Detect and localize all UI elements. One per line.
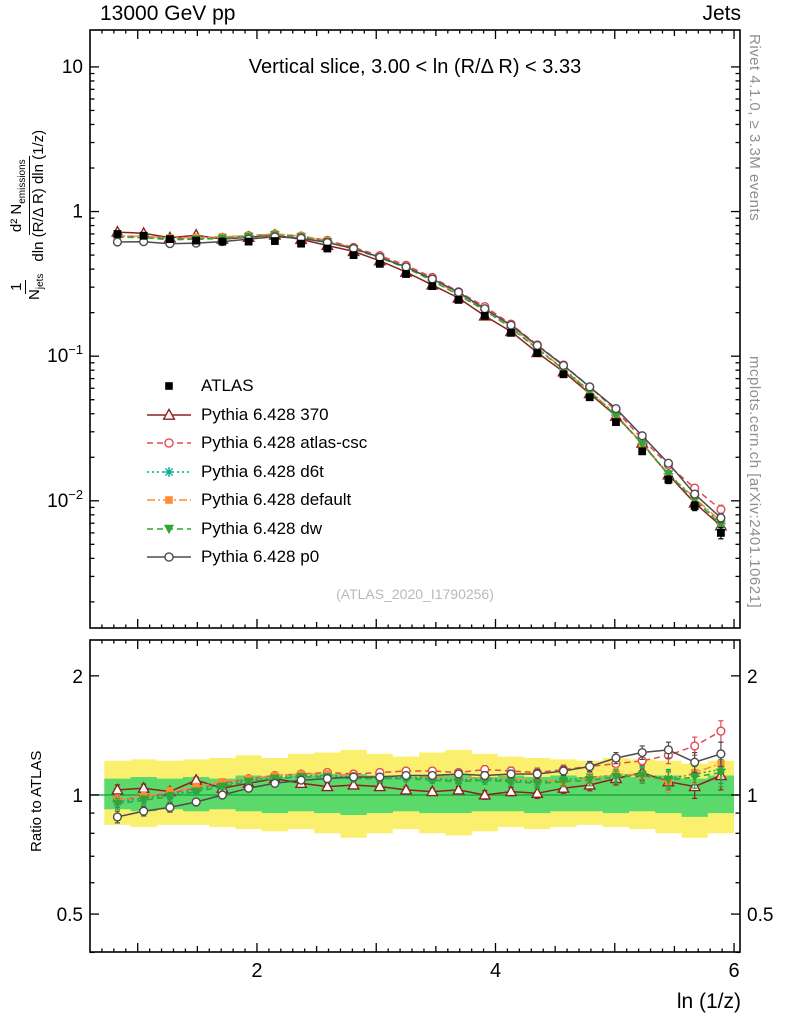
mcplots-arxiv-text: mcplots.cern.ch [arXiv:2401.10621] — [746, 356, 763, 609]
series-atlas — [113, 230, 725, 540]
legend-marker-atlas — [165, 382, 173, 391]
legend-label: Pythia 6.428 dw — [201, 518, 322, 538]
svg-text:2: 2 — [72, 667, 83, 688]
legend-marker-pythia-6-428-p0 — [147, 552, 191, 563]
legend-label: Pythia 6.428 atlas-csc — [201, 433, 368, 453]
ratio-uncertainty-bands — [90, 749, 740, 838]
dn-fraction: d² Nemissions dln (R/Δ R) dln (1/z) — [8, 129, 47, 262]
legend-marker-pythia-6-428-370 — [147, 407, 191, 420]
one-over-njets-fraction: 1 Njets — [8, 273, 47, 300]
analysis-label: Jets — [702, 2, 741, 25]
legend-item-pythia-6-428-d6t: Pythia 6.428 d6t — [146, 458, 367, 487]
legend-label: Pythia 6.428 370 — [201, 404, 329, 424]
legend-label: Pythia 6.428 p0 — [201, 547, 320, 567]
svg-text:2: 2 — [747, 667, 758, 688]
rivet-version-text: Rivet 4.1.0, ≥ 3.3M events — [746, 34, 763, 222]
legend-marker-pythia-6-428-default — [147, 496, 191, 505]
axes: 10 1 10−1 10−2 2 2 1 1 0.5 0.5 2 4 6 ln (1/z) — [47, 29, 773, 1013]
legend-label: ATLAS — [201, 376, 254, 396]
beam-energy-label: 13000 GeV pp — [100, 2, 236, 25]
svg-text:1: 1 — [747, 786, 758, 807]
svg-text:1: 1 — [72, 786, 83, 807]
svg-text:1: 1 — [72, 202, 83, 223]
svg-text:6: 6 — [728, 960, 739, 982]
legend-item-pythia-6-428-dw: Pythia 6.428 dw — [146, 515, 367, 544]
legend-marker-pythia-6-428-atlas-csc — [147, 438, 191, 449]
svg-text:10−2: 10−2 — [47, 487, 83, 512]
ratio-series — [111, 720, 728, 824]
svg-text:4: 4 — [490, 960, 501, 982]
svg-text:10: 10 — [62, 57, 83, 78]
legend-label: Pythia 6.428 d6t — [201, 461, 324, 481]
panel-title: Vertical slice, 3.00 < ln (R/Δ R) < 3.33 — [248, 56, 582, 78]
legend-item-atlas: ATLAS — [146, 372, 367, 401]
ratio-axis-label: Ratio to ATLAS — [28, 750, 45, 852]
legend: ATLAS Pythia 6.428 370 Pythia 6.428 atlas-… — [146, 372, 367, 572]
ratio-series-pythia-6-428-dw — [112, 758, 726, 810]
svg-text:2: 2 — [251, 960, 262, 982]
y-axis-label: 1 Njets d² Nemissions dln (R/Δ R) dln (1… — [8, 130, 47, 300]
legend-item-pythia-6-428-p0: Pythia 6.428 p0 — [146, 543, 367, 572]
x-axis-label: ln (1/z) — [677, 990, 741, 1013]
legend-label: Pythia 6.428 default — [201, 490, 352, 510]
legend-item-pythia-6-428-370: Pythia 6.428 370 — [146, 401, 367, 430]
legend-item-pythia-6-428-atlas-csc: Pythia 6.428 atlas-csc — [146, 429, 367, 458]
analysis-id-watermark: (ATLAS_2020_I1790256) — [336, 586, 494, 602]
legend-marker-pythia-6-428-d6t — [147, 466, 191, 477]
legend-item-pythia-6-428-default: Pythia 6.428 default — [146, 486, 367, 515]
svg-text:0.5: 0.5 — [747, 905, 773, 926]
ratio-series-pythia-6-428-p0 — [112, 741, 726, 824]
legend-marker-pythia-6-428-dw — [147, 524, 191, 534]
svg-text:0.5: 0.5 — [57, 905, 83, 926]
svg-text:10−1: 10−1 — [47, 342, 83, 367]
